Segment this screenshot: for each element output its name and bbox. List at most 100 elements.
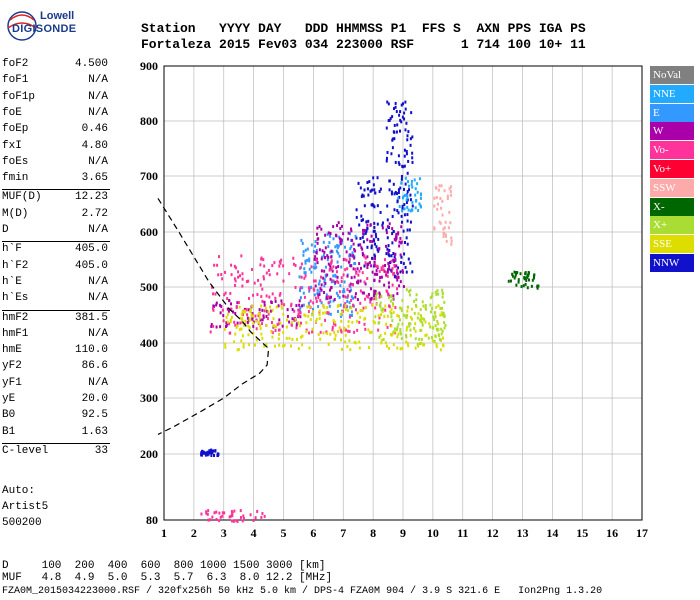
data-point: [388, 346, 391, 350]
data-point: [392, 272, 395, 276]
param-row-yf1: yF1 N/A: [2, 377, 108, 393]
param-value: N/A: [88, 106, 108, 119]
data-point: [386, 270, 389, 274]
y-tick-label: 300: [140, 391, 158, 405]
data-point: [368, 180, 371, 184]
data-point: [398, 195, 401, 199]
data-point: [314, 296, 317, 300]
data-point: [371, 188, 374, 192]
data-point: [355, 271, 358, 275]
data-point: [507, 279, 510, 283]
data-point: [297, 321, 300, 325]
data-point: [265, 324, 268, 328]
data-point: [292, 256, 295, 260]
data-point: [326, 254, 329, 258]
data-point: [308, 346, 311, 350]
data-point: [362, 228, 365, 232]
data-point: [387, 244, 390, 248]
data-point: [320, 301, 323, 305]
data-point: [327, 245, 330, 249]
data-point: [289, 344, 292, 348]
data-point: [254, 314, 257, 318]
data-point: [374, 289, 377, 293]
data-point: [361, 271, 364, 275]
data-point: [400, 174, 403, 178]
data-point: [299, 288, 302, 292]
data-point: [339, 240, 342, 244]
data-point: [524, 282, 527, 286]
data-point: [396, 192, 399, 196]
data-point: [328, 296, 331, 300]
data-point: [389, 261, 392, 265]
data-point: [416, 316, 419, 320]
data-point: [236, 324, 239, 328]
data-point: [238, 328, 241, 332]
data-point: [260, 295, 263, 299]
data-point: [437, 304, 440, 308]
data-point: [404, 128, 407, 132]
data-point: [359, 301, 362, 305]
legend-sse: SSE: [650, 235, 694, 254]
data-point: [234, 279, 237, 283]
data-point: [388, 249, 391, 253]
data-point: [320, 323, 323, 327]
data-point: [409, 220, 412, 224]
data-point: [441, 199, 444, 203]
data-point: [303, 276, 306, 280]
data-point: [320, 283, 323, 287]
data-point: [298, 303, 301, 307]
data-point: [311, 307, 314, 311]
logo-globe-icon: [7, 11, 37, 41]
data-point: [379, 210, 382, 214]
data-point: [381, 221, 384, 225]
param-row-b1: B1 1.63: [2, 426, 108, 442]
data-point: [391, 146, 394, 150]
data-point: [309, 318, 312, 322]
data-point: [242, 345, 245, 349]
data-point: [286, 308, 289, 312]
data-point: [318, 311, 321, 315]
data-point: [308, 289, 311, 293]
data-point: [394, 306, 397, 310]
data-point: [262, 315, 265, 319]
data-point: [307, 301, 310, 305]
data-point: [286, 314, 289, 318]
data-point: [440, 332, 443, 336]
data-point: [387, 281, 390, 285]
data-point: [355, 319, 358, 323]
data-point: [339, 227, 342, 231]
data-point: [384, 341, 387, 345]
param-value: N/A: [88, 376, 108, 389]
data-point: [314, 240, 317, 244]
data-point: [387, 225, 390, 229]
data-point: [386, 225, 389, 229]
data-point: [311, 310, 314, 314]
data-point: [346, 299, 349, 303]
data-point: [391, 227, 394, 231]
data-point: [405, 198, 408, 202]
data-point: [370, 244, 373, 248]
cluster-w: [313, 221, 405, 302]
data-point: [297, 347, 300, 351]
data-point: [406, 314, 409, 318]
data-point: [348, 339, 351, 343]
data-point: [422, 304, 425, 308]
data-point: [420, 337, 423, 341]
param-row-hes: h`Es N/A: [2, 292, 108, 308]
data-point: [301, 304, 304, 308]
data-point: [387, 102, 390, 106]
param-label: yF1: [2, 376, 22, 389]
data-point: [293, 262, 296, 266]
data-point: [423, 343, 426, 347]
data-point: [301, 286, 304, 290]
data-point: [246, 313, 249, 317]
data-point: [373, 188, 376, 192]
data-point: [226, 297, 229, 301]
data-point: [374, 294, 377, 298]
data-point: [511, 274, 514, 278]
data-point: [291, 317, 294, 321]
data-point: [439, 338, 442, 342]
data-point: [332, 299, 335, 303]
data-point: [397, 332, 400, 336]
data-point: [339, 303, 342, 307]
